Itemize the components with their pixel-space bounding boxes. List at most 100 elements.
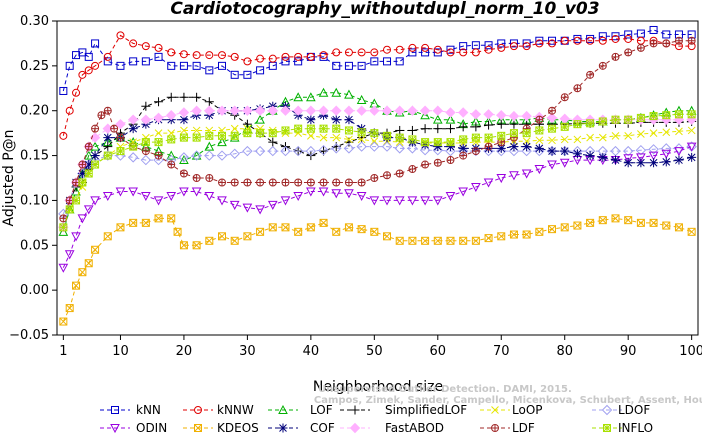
data-point-inflo <box>548 124 557 133</box>
data-point-knnw <box>459 48 468 57</box>
data-point-knn <box>598 32 607 41</box>
data-point-odin <box>64 250 75 260</box>
data-point-loop <box>662 128 671 137</box>
data-point-knnw <box>116 31 125 40</box>
data-point-knn <box>421 48 430 57</box>
legend-label: LOF <box>310 403 333 417</box>
data-point-inflo <box>84 169 93 178</box>
series-line-kdeos <box>62 217 692 322</box>
data-point-ldf <box>256 178 265 187</box>
data-point-kdeos <box>395 236 404 245</box>
data-point-ldf <box>167 160 176 169</box>
data-point-ldof <box>318 144 329 156</box>
data-point-kdeos <box>59 317 68 326</box>
legend-marker <box>491 406 499 414</box>
data-point-knnw <box>84 66 93 75</box>
data-point-kdeos <box>357 225 366 234</box>
data-point-ldof <box>407 143 418 154</box>
data-point-knnw <box>484 45 493 54</box>
data-point-inflo <box>192 133 201 142</box>
legend-item-simplifiedlof: SimplifiedLOF <box>340 403 467 417</box>
data-point-knnw <box>408 43 417 52</box>
y-tick-label: 0.30 <box>20 14 49 29</box>
legend-item-knn: kNN <box>100 403 161 417</box>
data-point-inflo <box>179 133 188 142</box>
data-point-ldf <box>179 169 188 178</box>
y-tick-label: −0.05 <box>9 328 49 343</box>
x-tick-label: 100 <box>679 344 702 359</box>
legend-marker <box>111 406 119 414</box>
data-point-fastabod <box>508 110 520 122</box>
data-point-knnw <box>611 34 620 43</box>
data-point-odin <box>496 174 507 184</box>
data-point-ldof <box>534 145 545 157</box>
data-point-odin <box>128 187 138 197</box>
data-point-knnw <box>573 36 582 45</box>
x-tick-label: 1 <box>59 344 67 359</box>
data-point-odin <box>534 165 545 175</box>
data-point-cof <box>674 155 684 165</box>
data-point-knn <box>522 39 531 48</box>
series-line-fastabod <box>62 110 692 228</box>
data-point-ldof <box>369 141 380 152</box>
data-point-ldf <box>294 178 303 187</box>
data-point-odin <box>382 196 392 206</box>
data-point-inflo <box>357 128 366 137</box>
data-point-simplifiedlof <box>471 122 481 132</box>
data-point-lof <box>445 114 456 124</box>
data-point-knn <box>192 61 201 70</box>
data-point-ldf <box>357 178 366 187</box>
data-point-simplifiedlof <box>458 122 468 132</box>
data-point-fastabod <box>204 105 215 116</box>
data-point-cof <box>649 158 659 168</box>
data-point-lof <box>166 150 177 160</box>
data-point-kdeos <box>674 223 683 232</box>
data-point-fastabod <box>292 105 304 116</box>
data-point-fastabod <box>407 105 418 116</box>
data-point-knnw <box>370 48 379 57</box>
data-point-knn <box>256 66 265 75</box>
series-simplifiedlof <box>58 92 697 232</box>
legend-label: KDEOS <box>217 421 259 434</box>
data-point-knnw <box>167 48 176 57</box>
data-point-cof <box>636 158 646 168</box>
data-point-knnw <box>471 48 480 57</box>
series-layer <box>58 25 697 326</box>
data-point-knnw <box>357 48 366 57</box>
series-knnw <box>59 31 696 140</box>
data-point-kdeos <box>243 232 252 241</box>
data-point-ldf <box>116 133 125 142</box>
data-point-kdeos <box>129 218 138 227</box>
data-point-knn <box>535 36 544 45</box>
data-point-loop <box>548 136 556 145</box>
legend-marker <box>278 404 288 414</box>
data-point-knn <box>65 61 74 70</box>
data-point-ldof <box>178 152 190 163</box>
data-point-kdeos <box>421 236 430 245</box>
data-point-ldof <box>661 143 672 154</box>
legend-label: kNNW <box>217 403 254 417</box>
data-point-fastabod <box>166 109 177 121</box>
data-point-knnw <box>624 34 633 43</box>
data-point-ldf <box>383 171 392 180</box>
data-point-odin <box>521 169 532 179</box>
data-point-cof <box>306 115 316 125</box>
data-point-odin <box>420 196 430 206</box>
data-point-odin <box>623 154 634 164</box>
x-tick-label: 50 <box>366 344 383 359</box>
data-point-loop <box>230 124 239 133</box>
legend-marker <box>491 424 499 432</box>
data-point-knnw <box>548 39 557 48</box>
data-point-fastabod <box>381 105 393 116</box>
data-point-fastabod <box>369 105 380 116</box>
data-point-odin <box>115 187 126 197</box>
data-point-knnw <box>281 52 290 61</box>
data-point-lof <box>58 226 69 236</box>
data-point-fastabod <box>178 107 190 118</box>
data-point-kdeos <box>154 214 163 223</box>
data-point-odin <box>217 196 227 206</box>
data-point-inflo <box>78 178 87 187</box>
data-point-kdeos <box>294 227 303 236</box>
y-tick-label: 0.20 <box>20 104 49 119</box>
legend-label: LoOP <box>512 403 543 417</box>
